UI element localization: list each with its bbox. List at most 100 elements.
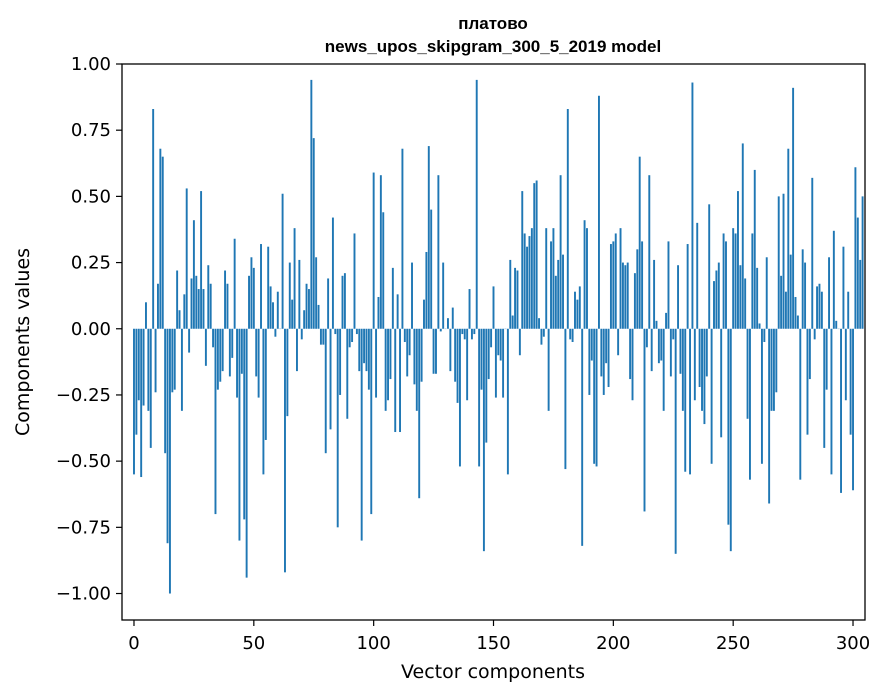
bar — [281, 193, 284, 329]
bar — [861, 196, 864, 329]
bar — [856, 217, 859, 329]
bar — [458, 328, 461, 467]
bar — [372, 172, 375, 329]
bar — [226, 283, 229, 329]
bar — [173, 328, 176, 390]
bar — [307, 289, 310, 329]
bar — [605, 328, 608, 364]
bar — [600, 328, 603, 377]
bar — [188, 328, 191, 353]
bar — [137, 328, 140, 401]
bar — [825, 328, 828, 390]
bar — [243, 328, 246, 520]
bar — [133, 328, 135, 475]
bar — [430, 209, 433, 329]
bar — [581, 328, 584, 546]
bar — [142, 328, 145, 406]
y-tick-label: 0.25 — [71, 253, 111, 274]
bar — [490, 328, 493, 348]
bar — [794, 296, 797, 329]
bar — [212, 328, 215, 348]
bar — [176, 270, 179, 329]
bar — [379, 175, 382, 329]
bar — [451, 307, 454, 329]
bar — [315, 257, 318, 329]
bar — [264, 328, 267, 440]
bar — [617, 328, 620, 356]
bar — [296, 328, 298, 372]
bar — [202, 289, 205, 329]
bar — [358, 328, 361, 372]
bar — [708, 204, 711, 329]
bar — [552, 228, 555, 329]
bar — [272, 302, 274, 329]
bar — [413, 328, 416, 385]
bar — [648, 175, 651, 329]
bar — [792, 87, 795, 329]
bar — [674, 328, 677, 554]
bar — [657, 328, 660, 364]
x-tick-label: 50 — [242, 633, 265, 654]
bar — [339, 328, 342, 395]
bar — [286, 328, 289, 417]
bar — [439, 328, 442, 332]
bar — [470, 328, 473, 340]
bar — [768, 328, 771, 504]
bar — [705, 328, 708, 377]
bar — [463, 328, 466, 340]
bar — [545, 228, 548, 329]
bar — [468, 289, 471, 329]
bar — [660, 328, 663, 361]
bar — [571, 328, 574, 342]
bar — [710, 328, 713, 464]
bar — [269, 286, 272, 329]
bar — [653, 259, 656, 329]
bar — [238, 328, 241, 541]
bar — [317, 304, 320, 329]
bar — [859, 259, 862, 329]
bar — [494, 328, 497, 398]
bar — [506, 328, 509, 475]
bar — [312, 138, 315, 329]
bar — [389, 328, 392, 380]
bar — [564, 328, 567, 470]
bar — [384, 328, 387, 411]
bar — [427, 146, 430, 329]
bar — [236, 328, 239, 398]
bar — [681, 328, 684, 411]
bar — [331, 217, 334, 329]
bar — [502, 328, 505, 398]
bar — [415, 328, 418, 411]
bar — [298, 259, 301, 329]
bar — [375, 328, 378, 398]
bar — [387, 328, 389, 401]
bar — [655, 320, 658, 329]
bar — [391, 267, 394, 329]
bars — [133, 79, 864, 594]
bar — [770, 328, 773, 411]
bar — [614, 233, 617, 329]
bar — [260, 244, 262, 329]
bar — [408, 328, 411, 356]
bar — [787, 148, 790, 329]
bar — [180, 328, 183, 411]
bar — [559, 175, 562, 329]
bar — [401, 148, 404, 329]
chart-title: платово — [458, 14, 528, 33]
bar — [804, 262, 807, 329]
bar — [854, 167, 857, 329]
bar — [562, 254, 564, 329]
bar — [511, 315, 514, 329]
bar — [650, 328, 653, 372]
bar — [844, 328, 847, 401]
bar — [643, 328, 646, 512]
bar — [159, 148, 162, 329]
bar — [526, 246, 529, 329]
bar — [540, 328, 543, 345]
bar — [624, 265, 627, 329]
bar — [528, 236, 531, 329]
bar — [343, 273, 346, 329]
bar — [228, 328, 231, 377]
bar — [607, 328, 610, 388]
bar — [231, 328, 234, 358]
